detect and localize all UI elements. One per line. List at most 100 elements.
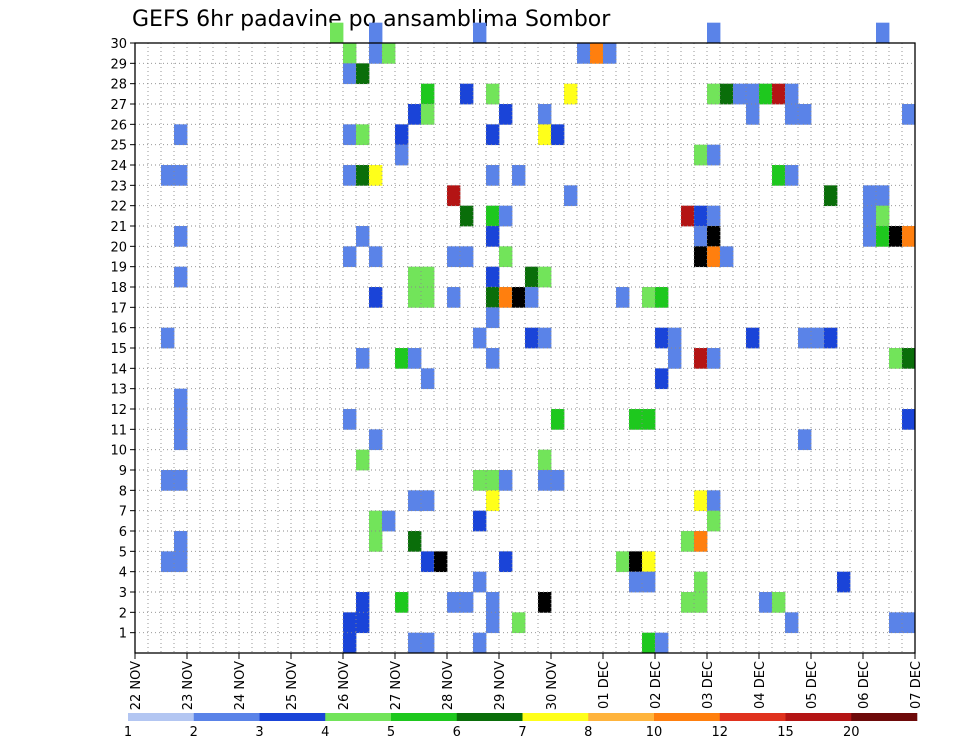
heatmap-cell — [681, 592, 695, 613]
colorbar-label: 7 — [518, 725, 526, 740]
heatmap-cell — [447, 592, 461, 613]
heatmap-cell — [499, 246, 513, 268]
heatmap-cell — [616, 551, 630, 573]
heatmap-cell — [343, 43, 357, 64]
heatmap-cell — [564, 185, 578, 207]
heatmap-cell — [447, 246, 461, 268]
heatmap-cell — [902, 409, 916, 430]
heatmap-cell — [694, 531, 708, 552]
heatmap-cell — [720, 83, 734, 105]
y-tick-label: 19 — [110, 261, 127, 276]
heatmap-cell — [876, 205, 890, 227]
heatmap-cell — [720, 246, 734, 268]
heatmap-cell — [369, 165, 383, 186]
heatmap-cell — [369, 531, 383, 552]
heatmap-cell — [356, 449, 370, 471]
heatmap-cell — [434, 551, 448, 573]
heatmap-cell — [369, 246, 383, 268]
y-tick-label: 25 — [110, 139, 127, 154]
heatmap-cell — [473, 22, 487, 44]
x-tick-label: 22 NOV — [129, 661, 144, 710]
colorbar-swatch — [193, 713, 260, 721]
heatmap-cell — [174, 165, 188, 186]
heatmap-cell — [174, 226, 188, 247]
heatmap-cell — [538, 470, 552, 491]
heatmap-cell — [382, 43, 396, 64]
colorbar: 1 2 3 4 5 6 7 8 10 12 15 20 — [124, 713, 918, 740]
heatmap-cell — [551, 470, 565, 491]
grid-lines — [135, 43, 915, 653]
heatmap-cell — [889, 348, 903, 369]
y-tick-label: 6 — [119, 525, 127, 540]
heatmap-cell — [772, 83, 786, 105]
heatmap-cell — [694, 246, 708, 268]
heatmap-cell — [486, 83, 500, 105]
heatmap-cell — [876, 22, 890, 44]
heatmap-cell — [369, 429, 383, 451]
x-axis: 22 NOV 23 NOV 24 NOV 25 NOV 26 NOV 27 NOV 28 N… — [129, 653, 924, 710]
heatmap-cell — [694, 490, 708, 512]
colorbar-label: 1 — [124, 725, 132, 740]
heatmap-cell — [408, 348, 422, 369]
heatmap-cell — [603, 43, 617, 64]
heatmap-cell — [642, 409, 656, 430]
heatmap-cell — [707, 510, 721, 532]
heatmap-cell — [343, 612, 357, 634]
heatmap-cell — [798, 104, 812, 125]
heatmap-cell — [694, 226, 708, 247]
heatmap-cell — [551, 124, 565, 146]
heatmap-cell — [629, 571, 643, 593]
colorbar-swatch — [719, 713, 786, 721]
heatmap-cell — [642, 287, 656, 308]
x-tick-label: 07 DEC — [909, 661, 924, 709]
heatmap-cell — [421, 83, 435, 105]
y-tick-label: 4 — [119, 566, 127, 581]
heatmap-cell — [642, 571, 656, 593]
heatmap-cell — [369, 510, 383, 532]
x-tick-label: 06 DEC — [857, 661, 872, 709]
heatmap-cell — [538, 327, 552, 349]
heatmap-cell — [343, 632, 357, 654]
x-tick-label: 24 NOV — [233, 661, 248, 710]
heatmap-cell — [538, 449, 552, 471]
heatmap-cell — [499, 470, 513, 491]
heatmap-cell — [837, 571, 851, 593]
heatmap-cell — [746, 327, 760, 349]
colorbar-label: 15 — [777, 725, 794, 740]
heatmap-cell — [681, 531, 695, 552]
colorbar-label: 5 — [387, 725, 395, 740]
heatmap-cell — [694, 205, 708, 227]
heatmap-cell — [395, 592, 409, 613]
heatmap-cell — [525, 287, 539, 308]
heatmap-cell — [343, 63, 357, 85]
colorbar-label: 10 — [646, 725, 663, 740]
heatmap-cell — [421, 104, 435, 125]
heatmap-cell — [551, 409, 565, 430]
heatmap-cell — [460, 592, 474, 613]
heatmap-cell — [161, 470, 175, 491]
y-tick-label: 29 — [110, 57, 127, 72]
y-tick-label: 5 — [119, 545, 127, 560]
heatmap-cell — [902, 104, 916, 125]
heatmap-cell — [668, 327, 682, 349]
heatmap-cell — [525, 327, 539, 349]
colorbar-swatch — [128, 713, 195, 721]
heatmap-cell — [785, 83, 799, 105]
heatmap-cell — [460, 83, 474, 105]
heatmap-cell — [538, 104, 552, 125]
heatmap-cell — [421, 490, 435, 512]
heatmap-cell — [421, 287, 435, 308]
heatmap-cell — [707, 226, 721, 247]
heatmap-cell — [902, 348, 916, 369]
heatmap-cell — [486, 226, 500, 247]
heatmap-cell — [174, 409, 188, 430]
heatmap-cell — [408, 104, 422, 125]
heatmap-cell — [421, 368, 435, 390]
heatmap-cell — [473, 510, 487, 532]
heatmap-cell — [824, 185, 838, 207]
heatmap-cell — [707, 490, 721, 512]
colorbar-swatch — [456, 713, 523, 721]
heatmap-cell — [746, 104, 760, 125]
heatmap-cell — [486, 470, 500, 491]
heatmap-cell — [785, 165, 799, 186]
